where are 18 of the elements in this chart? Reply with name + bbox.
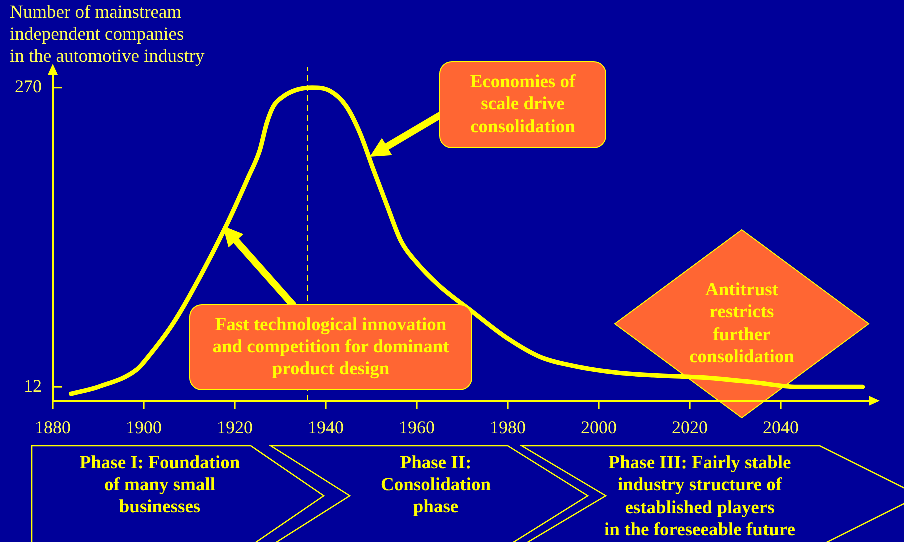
y-tick-label: 12 [24, 376, 42, 396]
x-tick-label: 2020 [672, 418, 708, 438]
annotation: Economies of scale drive consolidation [470, 72, 576, 138]
y-tick-label: 270 [15, 76, 42, 97]
x-tick-label: 1900 [126, 418, 162, 438]
x-tick-label: 1960 [399, 418, 435, 438]
x-tick-label: 2000 [581, 418, 617, 438]
text: Phase II: Consolidation phase [380, 452, 492, 519]
x-tick-label: 1980 [490, 418, 526, 438]
text: Phase III: Fairly stable industry structure of established players in the foreseeable future [604, 452, 796, 542]
annotation: Antitrust restricts further consolidation [690, 279, 794, 369]
y-axis-title: Number of mainstream independent companies in the automotive industry [10, 2, 205, 68]
x-tick-label: 1880 [35, 418, 71, 438]
annotation: Fast technological innovation and competition for dominant product design [212, 314, 450, 381]
x-tick-label: 2040 [763, 418, 799, 438]
x-tick-label: 1920 [217, 418, 253, 438]
text: Phase I: Foundation of many small businesses [80, 452, 240, 519]
x-tick-label: 1940 [308, 418, 344, 438]
